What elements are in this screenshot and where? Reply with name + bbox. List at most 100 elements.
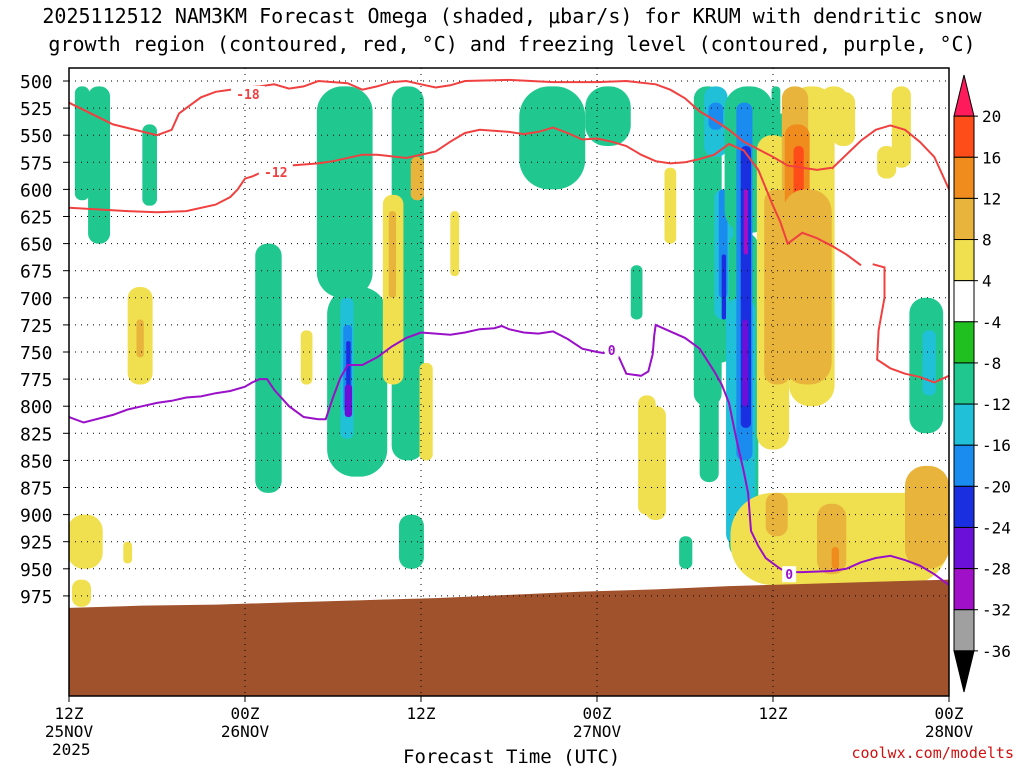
colorbar-swatch bbox=[953, 239, 975, 282]
colorbar-swatch bbox=[953, 609, 975, 652]
y-tick-label: 600 bbox=[20, 180, 53, 201]
omega-cell bbox=[585, 86, 631, 147]
chart-title-line-1: 2025112512 NAM3KM Forecast Omega (shaded… bbox=[42, 4, 982, 28]
colorbar-label: -12 bbox=[982, 395, 1011, 414]
omega-cell bbox=[69, 514, 103, 569]
omega-cell bbox=[742, 319, 749, 407]
omega-cell bbox=[743, 189, 749, 255]
freezing-level-line bbox=[69, 323, 949, 586]
contour-label-background bbox=[782, 566, 797, 583]
plot-frame bbox=[68, 67, 950, 697]
omega-cell bbox=[123, 541, 133, 564]
omega-cell bbox=[327, 286, 388, 477]
dgz-contour-label: -12 bbox=[264, 166, 287, 181]
y-tick-label: 625 bbox=[20, 208, 53, 229]
omega-cell bbox=[410, 156, 424, 201]
x-tick-label: 25NOV bbox=[45, 722, 94, 741]
y-tick-label: 925 bbox=[20, 533, 53, 554]
colorbar-swatch bbox=[953, 156, 975, 199]
omega-cell bbox=[388, 211, 397, 298]
y-tick-label: 950 bbox=[20, 560, 53, 581]
contour-label-background bbox=[258, 164, 293, 181]
dgz-contour-line bbox=[69, 78, 832, 171]
omega-cell bbox=[664, 167, 677, 244]
y-tick-label: 500 bbox=[20, 72, 53, 93]
y-tick-label: 975 bbox=[20, 587, 53, 608]
x-tick-label: 00Z bbox=[231, 704, 260, 723]
y-tick-label: 900 bbox=[20, 506, 53, 527]
x-tick-label: 00Z bbox=[583, 704, 612, 723]
omega-cell bbox=[708, 102, 724, 130]
x-tick-label: 00Z bbox=[935, 704, 964, 723]
dgz-contour-line bbox=[872, 263, 949, 384]
colorbar-label: -36 bbox=[982, 642, 1011, 661]
omega-cell bbox=[344, 384, 353, 418]
colorbar-swatch bbox=[953, 444, 975, 487]
colorbar-label: 4 bbox=[982, 272, 992, 291]
colorbar-label: -16 bbox=[982, 436, 1011, 455]
y-tick-label: 775 bbox=[20, 370, 53, 391]
y-tick-label: 575 bbox=[20, 153, 53, 174]
omega-cell bbox=[922, 330, 936, 396]
omega-cell bbox=[71, 579, 91, 607]
x-tick-label: 12Z bbox=[55, 704, 84, 723]
freezing-level-label: 0 bbox=[785, 568, 793, 583]
omega-cell bbox=[765, 492, 788, 537]
omega-cell bbox=[136, 319, 144, 358]
x-tick-label: 12Z bbox=[407, 704, 436, 723]
omega-cell bbox=[905, 465, 949, 569]
colorbar-label: -28 bbox=[982, 560, 1011, 579]
x-tick-label: 26NOV bbox=[221, 722, 270, 741]
freezing-level-label: 0 bbox=[608, 344, 616, 359]
y-tick-label: 550 bbox=[20, 126, 53, 147]
x-axis-title: Forecast Time (UTC) bbox=[403, 746, 621, 768]
dgz-contour-label: -18 bbox=[236, 88, 260, 103]
colorbar-swatch bbox=[953, 568, 975, 611]
omega-cell bbox=[679, 536, 693, 569]
omega-cell bbox=[88, 86, 111, 244]
credit-text: coolwx.com/modelts bbox=[851, 744, 1014, 762]
y-tick-label: 750 bbox=[20, 343, 53, 364]
y-tick-label: 525 bbox=[20, 99, 53, 120]
omega-cell bbox=[721, 254, 727, 320]
omega-cell bbox=[419, 362, 433, 461]
colorbar-label: -8 bbox=[982, 354, 1001, 373]
omega-cell bbox=[300, 330, 313, 385]
colorbar-label: -4 bbox=[982, 313, 1001, 332]
terrain-fill bbox=[69, 579, 949, 696]
y-tick-label: 725 bbox=[20, 316, 53, 337]
omega-cell bbox=[630, 265, 643, 320]
colorbar-label: 20 bbox=[982, 107, 1001, 126]
omega-cell bbox=[831, 91, 856, 147]
dgz-contour-line bbox=[831, 124, 949, 190]
y-tick-label: 875 bbox=[20, 479, 53, 500]
colorbar-swatch bbox=[953, 321, 975, 364]
omega-cell bbox=[831, 547, 839, 569]
colorbar-swatch bbox=[953, 526, 975, 570]
y-tick-label: 825 bbox=[20, 424, 53, 445]
colorbar-label: 16 bbox=[982, 148, 1001, 167]
dgz-contour-line bbox=[69, 126, 862, 267]
omega-cell bbox=[877, 146, 897, 179]
x-tick-label: 27NOV bbox=[573, 722, 622, 741]
omega-cell bbox=[793, 146, 804, 201]
colorbar-label: -20 bbox=[982, 477, 1011, 496]
colorbar-swatch bbox=[953, 280, 975, 323]
colorbar-swatch bbox=[953, 403, 975, 446]
contour-label-background bbox=[230, 86, 265, 103]
omega-cell bbox=[783, 189, 832, 385]
colorbar-label: 12 bbox=[982, 189, 1001, 208]
colorbar-swatch bbox=[953, 362, 975, 405]
omega-cell bbox=[255, 243, 282, 493]
colorbar-swatch bbox=[953, 485, 975, 528]
y-tick-label: 800 bbox=[20, 397, 53, 418]
omega-cell bbox=[891, 86, 911, 168]
omega-cell bbox=[450, 211, 460, 277]
colorbar-swatch bbox=[953, 197, 975, 241]
colorbar-bottom-triangle bbox=[953, 650, 975, 693]
colorbar-swatch bbox=[953, 115, 975, 158]
chart-title-line-2: growth region (contoured, red, °C) and f… bbox=[48, 32, 976, 56]
y-tick-label: 650 bbox=[20, 235, 53, 256]
colorbar-label: 8 bbox=[982, 231, 992, 250]
